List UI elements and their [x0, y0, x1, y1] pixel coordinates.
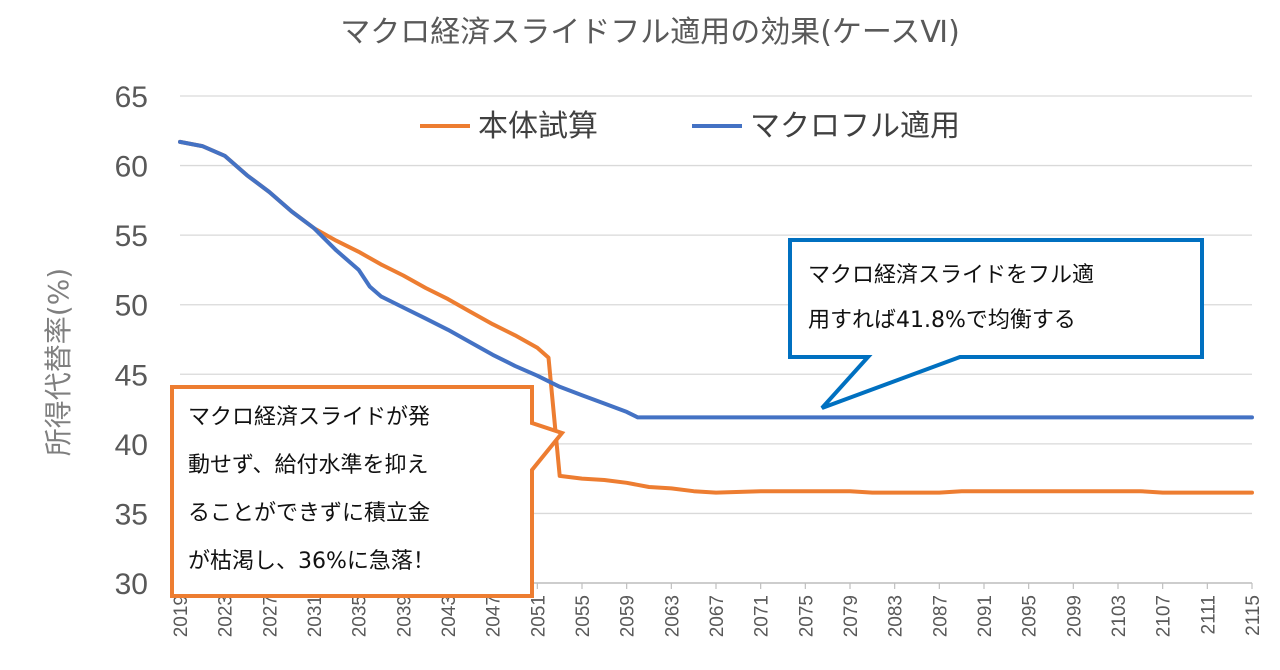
annotation-depletion-line-4: が枯渇し、36%に急落！: [188, 549, 435, 574]
x-tick-label: 2035: [350, 595, 371, 637]
y-tick-label: 30: [115, 568, 148, 601]
annotation-full-application: マクロ経済スライドをフル適 用すれば41.8%で均衡する: [788, 238, 1204, 410]
x-tick-label: 2087: [930, 595, 951, 637]
legend: 本体試算 マクロフル適用: [420, 109, 960, 144]
x-tick-label: 2019: [171, 595, 192, 637]
y-tick-label: 55: [115, 220, 148, 253]
annotation-depletion-line-2: 動せず、給付水準を抑え: [188, 453, 428, 478]
x-tick-label: 2079: [841, 595, 862, 637]
x-tick-label: 2071: [752, 595, 773, 637]
y-tick-label: 50: [115, 290, 148, 323]
x-axis-ticks: 2019 2023 2027 2031 2035 2039 2043 2047 2051 2055…: [171, 583, 1264, 637]
x-tick-label: 2111: [1198, 595, 1219, 634]
annotation-full-line-2: 用すれば41.8%で均衡する: [808, 308, 1076, 333]
annotation-full-line-1: マクロ経済スライドをフル適: [808, 263, 1094, 288]
x-tick-label: 2031: [305, 595, 326, 637]
annotation-depletion-line-3: ることができずに積立金: [188, 501, 430, 526]
y-axis-ticks: 30 35 40 45 50 55 60 65: [115, 81, 148, 601]
x-tick-label: 2051: [528, 595, 549, 637]
x-tick-label: 2067: [707, 595, 728, 637]
x-tick-label: 2075: [796, 595, 817, 637]
annotation-full-box: [788, 238, 1204, 410]
legend-label-honntai: 本体試算: [478, 109, 598, 144]
x-tick-label: 2095: [1020, 595, 1041, 637]
y-tick-label: 35: [115, 498, 148, 531]
legend-label-macro-full: マクロフル適用: [750, 109, 960, 144]
y-tick-label: 40: [115, 429, 148, 462]
x-tick-label: 2107: [1154, 595, 1175, 637]
y-tick-label: 65: [115, 81, 148, 114]
x-tick-label: 2099: [1064, 595, 1085, 637]
x-tick-label: 2047: [484, 595, 505, 637]
series-lines: [178, 139, 1254, 495]
y-tick-label: 45: [115, 359, 148, 392]
x-tick-label: 2103: [1109, 595, 1130, 637]
x-tick-label: 2083: [886, 595, 907, 637]
x-tick-label: 2027: [260, 595, 281, 637]
x-tick-label: 2059: [618, 595, 639, 637]
y-axis-label: 所得代替率(%): [42, 268, 75, 456]
x-tick-label: 2043: [439, 595, 460, 637]
x-tick-label: 2115: [1243, 595, 1264, 636]
x-tick-label: 2023: [216, 595, 237, 637]
chart-title: マクロ経済スライドフル適用の効果(ケースⅥ): [340, 15, 960, 50]
y-tick-label: 60: [115, 151, 148, 184]
x-tick-label: 2091: [975, 595, 996, 637]
x-tick-label: 2055: [573, 595, 594, 637]
annotation-depletion: マクロ経済スライドが発 動せず、給付水準を抑え ることができずに積立金 が枯渇し…: [170, 385, 566, 598]
annotation-depletion-line-1: マクロ経済スライドが発: [188, 405, 430, 430]
annotation-depletion-box: [170, 385, 566, 598]
x-tick-label: 2063: [662, 595, 683, 637]
series-line-macro-full: [178, 139, 1254, 420]
x-tick-label: 2039: [394, 595, 415, 637]
